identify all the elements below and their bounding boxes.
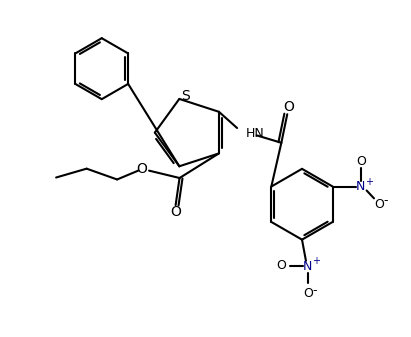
Text: +: + bbox=[312, 256, 320, 266]
Text: -: - bbox=[312, 284, 317, 297]
Text: S: S bbox=[181, 89, 190, 103]
Text: N: N bbox=[303, 260, 313, 273]
Text: O: O bbox=[283, 100, 294, 114]
Text: N: N bbox=[356, 180, 365, 193]
Text: HN: HN bbox=[246, 127, 265, 141]
Text: O: O bbox=[356, 155, 366, 168]
Text: O: O bbox=[170, 205, 181, 219]
Text: O: O bbox=[303, 287, 313, 300]
Text: O: O bbox=[277, 259, 286, 272]
Text: O: O bbox=[137, 162, 148, 176]
Text: O: O bbox=[374, 198, 384, 211]
Text: +: + bbox=[365, 177, 372, 187]
Text: -: - bbox=[383, 194, 388, 207]
